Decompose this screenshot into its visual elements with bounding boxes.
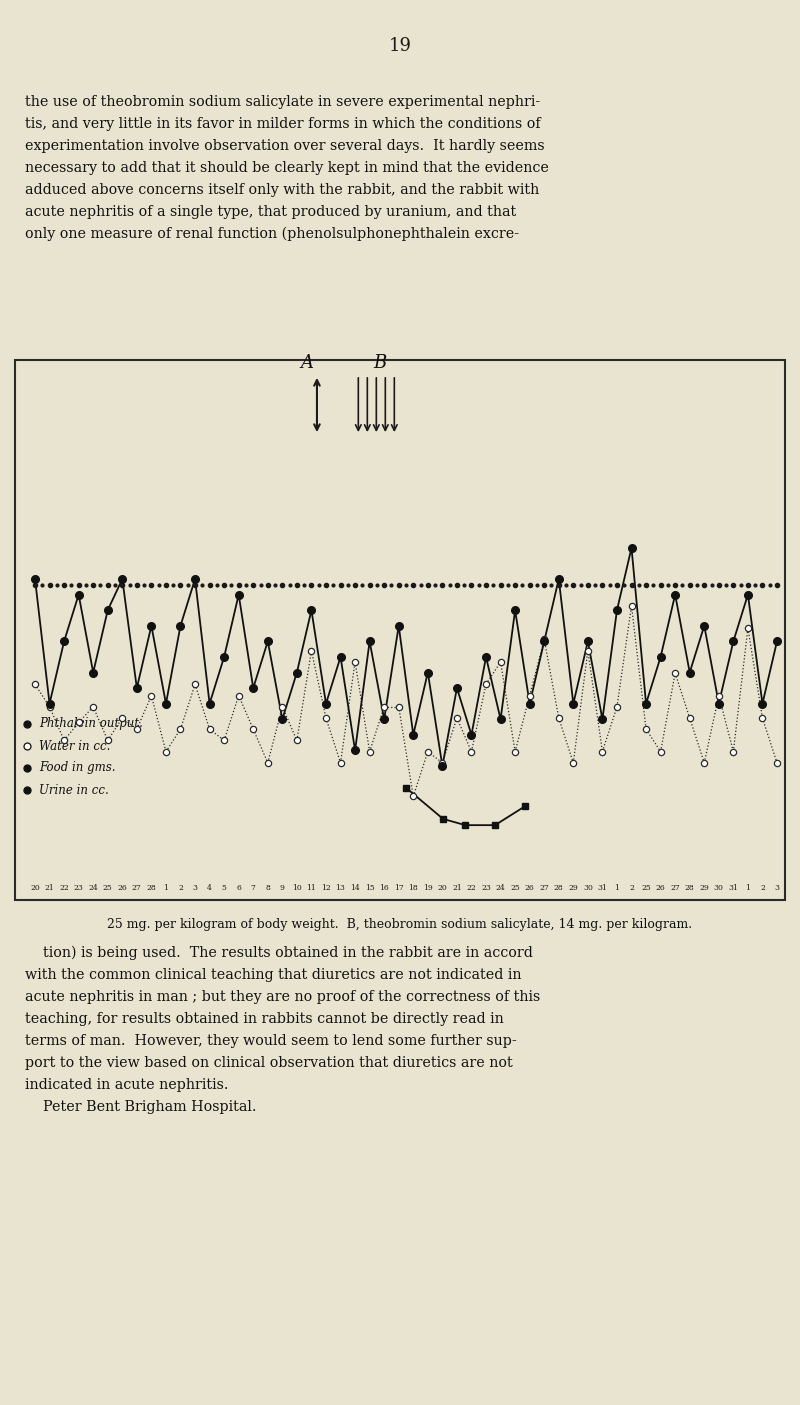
Text: the use of theobromin sodium salicylate in severe experimental nephri-: the use of theobromin sodium salicylate … — [25, 96, 540, 110]
Text: 24: 24 — [88, 884, 98, 892]
Text: 11: 11 — [306, 884, 316, 892]
Text: 25: 25 — [510, 884, 520, 892]
Text: A: A — [301, 354, 314, 372]
Text: necessary to add that it should be clearly kept in mind that the evidence: necessary to add that it should be clear… — [25, 162, 549, 176]
Text: 1: 1 — [614, 884, 619, 892]
Text: tion) is being used.  The results obtained in the rabbit are in accord: tion) is being used. The results obtaine… — [25, 946, 533, 961]
Text: terms of man.  However, they would seem to lend some further sup-: terms of man. However, they would seem t… — [25, 1034, 517, 1048]
Text: 25: 25 — [103, 884, 113, 892]
Text: 2: 2 — [629, 884, 634, 892]
Text: Water in cc.: Water in cc. — [39, 739, 110, 753]
Text: 25: 25 — [641, 884, 651, 892]
Text: 6: 6 — [236, 884, 241, 892]
Text: 15: 15 — [365, 884, 374, 892]
Text: 17: 17 — [394, 884, 404, 892]
Text: acute nephritis in man ; but they are no proof of the correctness of this: acute nephritis in man ; but they are no… — [25, 991, 540, 1005]
Text: 31: 31 — [729, 884, 738, 892]
Text: 29: 29 — [569, 884, 578, 892]
Text: adduced above concerns itself only with the rabbit, and the rabbit with: adduced above concerns itself only with … — [25, 183, 539, 197]
Text: tis, and very little in its favor in milder forms in which the conditions of: tis, and very little in its favor in mil… — [25, 117, 541, 131]
Text: only one measure of renal function (phenolsulphonephthalein excre-: only one measure of renal function (phen… — [25, 228, 519, 242]
Text: 26: 26 — [118, 884, 127, 892]
Text: 14: 14 — [350, 884, 360, 892]
Text: 28: 28 — [146, 884, 156, 892]
Text: 2: 2 — [178, 884, 183, 892]
Text: 24: 24 — [496, 884, 506, 892]
Text: port to the view based on clinical observation that diuretics are not: port to the view based on clinical obser… — [25, 1057, 513, 1071]
Text: 1: 1 — [163, 884, 168, 892]
Text: 8: 8 — [266, 884, 270, 892]
Text: 3: 3 — [193, 884, 198, 892]
Text: 18: 18 — [408, 884, 418, 892]
Text: 2: 2 — [760, 884, 765, 892]
Text: 9: 9 — [280, 884, 285, 892]
Text: 31: 31 — [598, 884, 607, 892]
Text: 19: 19 — [389, 37, 411, 55]
Text: 16: 16 — [379, 884, 389, 892]
Text: 4: 4 — [207, 884, 212, 892]
Text: 26: 26 — [656, 884, 666, 892]
Text: acute nephritis of a single type, that produced by uranium, and that: acute nephritis of a single type, that p… — [25, 205, 516, 219]
Text: 1: 1 — [746, 884, 750, 892]
Text: Phthalein output.: Phthalein output. — [39, 718, 143, 731]
Text: B: B — [374, 354, 387, 372]
Text: with the common clinical teaching that diuretics are not indicated in: with the common clinical teaching that d… — [25, 968, 522, 982]
Text: 27: 27 — [132, 884, 142, 892]
Text: Peter Bent Brigham Hospital.: Peter Bent Brigham Hospital. — [25, 1100, 257, 1114]
Text: 12: 12 — [321, 884, 331, 892]
Text: 20: 20 — [438, 884, 447, 892]
Text: 20: 20 — [30, 884, 40, 892]
Text: 29: 29 — [699, 884, 709, 892]
Text: 5: 5 — [222, 884, 226, 892]
Text: 7: 7 — [250, 884, 256, 892]
Text: experimentation involve observation over several days.  It hardly seems: experimentation involve observation over… — [25, 139, 545, 153]
Bar — [15, 360, 785, 901]
Text: 25 mg. per kilogram of body weight.  B, theobromin sodium salicylate, 14 mg. per: 25 mg. per kilogram of body weight. B, t… — [107, 917, 693, 932]
Text: 13: 13 — [335, 884, 346, 892]
Text: 21: 21 — [45, 884, 54, 892]
Text: 27: 27 — [670, 884, 680, 892]
Text: 23: 23 — [481, 884, 491, 892]
Text: 30: 30 — [714, 884, 724, 892]
Text: indicated in acute nephritis.: indicated in acute nephritis. — [25, 1078, 229, 1092]
Text: 21: 21 — [452, 884, 462, 892]
Text: 22: 22 — [466, 884, 476, 892]
Text: 23: 23 — [74, 884, 83, 892]
Text: 10: 10 — [292, 884, 302, 892]
Text: 22: 22 — [59, 884, 69, 892]
Text: 27: 27 — [539, 884, 549, 892]
Text: 3: 3 — [774, 884, 779, 892]
Text: 19: 19 — [423, 884, 433, 892]
Text: 28: 28 — [685, 884, 694, 892]
Text: Urine in cc.: Urine in cc. — [39, 784, 109, 797]
Text: 30: 30 — [583, 884, 593, 892]
Text: Food in gms.: Food in gms. — [39, 762, 115, 774]
Text: teaching, for results obtained in rabbits cannot be directly read in: teaching, for results obtained in rabbit… — [25, 1012, 504, 1026]
Text: 28: 28 — [554, 884, 564, 892]
Text: 26: 26 — [525, 884, 534, 892]
